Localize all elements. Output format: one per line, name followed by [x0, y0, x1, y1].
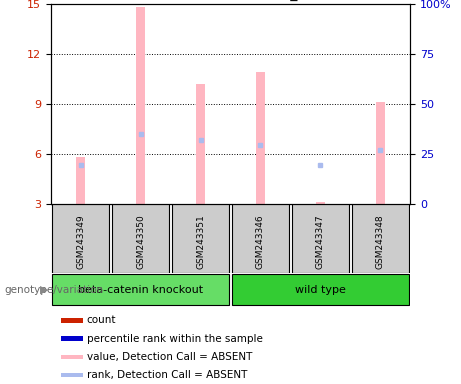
Bar — [352, 204, 409, 273]
Bar — [232, 204, 289, 273]
Text: ▶: ▶ — [40, 285, 48, 295]
Bar — [136, 7, 145, 204]
Bar — [232, 274, 409, 306]
Text: wild type: wild type — [295, 285, 346, 295]
Text: GSM243351: GSM243351 — [196, 214, 205, 269]
Text: rank, Detection Call = ABSENT: rank, Detection Call = ABSENT — [87, 370, 247, 380]
Title: GDS3322 / 1442189_at: GDS3322 / 1442189_at — [150, 0, 311, 2]
Bar — [112, 204, 169, 273]
Bar — [376, 102, 385, 204]
Text: beta-catenin knockout: beta-catenin knockout — [78, 285, 203, 295]
Text: GSM243350: GSM243350 — [136, 214, 145, 269]
Bar — [61, 373, 83, 377]
Bar — [52, 274, 229, 306]
Bar — [61, 355, 83, 359]
Text: GSM243348: GSM243348 — [376, 215, 385, 269]
Bar — [172, 204, 229, 273]
Bar — [292, 204, 349, 273]
Text: value, Detection Call = ABSENT: value, Detection Call = ABSENT — [87, 352, 252, 362]
Text: genotype/variation: genotype/variation — [5, 285, 104, 295]
Text: GSM243349: GSM243349 — [76, 215, 85, 269]
Text: GSM243347: GSM243347 — [316, 215, 325, 269]
Bar — [196, 84, 205, 204]
Bar — [61, 318, 83, 323]
Bar — [52, 204, 109, 273]
Text: percentile rank within the sample: percentile rank within the sample — [87, 334, 263, 344]
Bar — [316, 202, 325, 204]
Bar — [76, 157, 85, 204]
Bar — [61, 336, 83, 341]
Bar — [256, 72, 265, 204]
Text: count: count — [87, 315, 116, 325]
Text: GSM243346: GSM243346 — [256, 215, 265, 269]
